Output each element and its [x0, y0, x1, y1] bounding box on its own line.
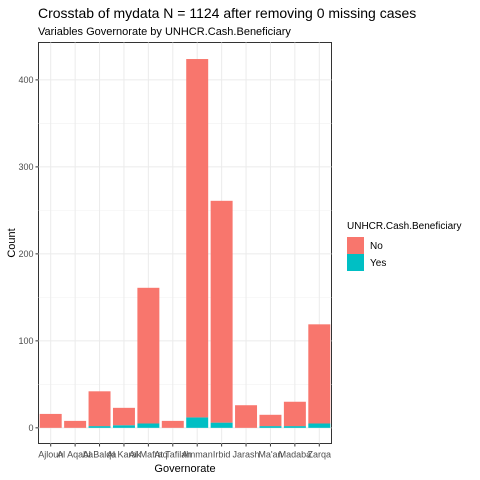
- y-tick-label: 0: [28, 423, 33, 433]
- bar-no-2: [88, 391, 111, 427]
- x-axis-title: Governorate: [154, 463, 215, 475]
- bar-no-7: [210, 200, 233, 423]
- x-tick-label: Al Karak: [107, 450, 142, 460]
- legend: UNHCR.Cash.Beneficiary No Yes: [347, 221, 461, 271]
- bar-no-0: [39, 413, 62, 428]
- x-tick-label: Al Mafraq: [129, 450, 168, 460]
- bar-no-8: [235, 405, 258, 428]
- bar-no-4: [137, 287, 160, 424]
- legend-label-yes: Yes: [370, 258, 386, 269]
- bar-no-9: [259, 414, 282, 427]
- bar-yes-4: [137, 423, 160, 428]
- legend-title: UNHCR.Cash.Beneficiary: [347, 221, 461, 232]
- x-tick-label: Ma'an: [258, 450, 282, 460]
- legend-label-no: No: [370, 241, 383, 252]
- y-axis: 0 100 200 300 400: [18, 75, 39, 433]
- bar-yes-9: [259, 426, 282, 428]
- x-tick-label: Jarash: [233, 450, 260, 460]
- y-tick-label: 400: [18, 75, 33, 85]
- bar-no-5: [161, 420, 184, 428]
- x-tick-label: Ajloun: [38, 450, 63, 460]
- plot-panel: [38, 42, 332, 444]
- x-tick-label: At Tafilah: [154, 450, 191, 460]
- y-axis-title: Count: [6, 228, 18, 257]
- bars: [39, 59, 331, 428]
- legend-key-no: [347, 237, 364, 254]
- y-tick-label: 300: [18, 162, 33, 172]
- bar-no-11: [308, 324, 331, 424]
- x-tick-label: Al Aqaba: [57, 450, 93, 460]
- bar-yes-3: [112, 425, 135, 428]
- y-tick-label: 200: [18, 249, 33, 259]
- bar-yes-11: [308, 423, 331, 428]
- bar-yes-2: [88, 426, 111, 428]
- bar-no-6: [186, 59, 209, 418]
- legend-key-yes: [347, 254, 364, 271]
- bar-yes-6: [186, 417, 209, 428]
- bar-no-3: [112, 407, 135, 426]
- chart-subtitle: Variables Governorate by UNHCR.Cash.Bene…: [38, 26, 291, 38]
- chart-title: Crosstab of mydata N = 1124 after removi…: [38, 5, 416, 21]
- bar-yes-7: [210, 422, 233, 428]
- x-tick-label: Irbid: [213, 450, 231, 460]
- x-tick-label: Amman: [182, 450, 213, 460]
- x-tick-label: Madaba: [279, 450, 312, 460]
- x-tick-label: Al Balqa: [83, 450, 117, 460]
- x-tick-label: Zarqa: [308, 450, 332, 460]
- bar-yes-10: [283, 426, 306, 428]
- y-tick-label: 100: [18, 336, 33, 346]
- bar-no-1: [64, 420, 87, 428]
- bar-no-10: [283, 401, 306, 427]
